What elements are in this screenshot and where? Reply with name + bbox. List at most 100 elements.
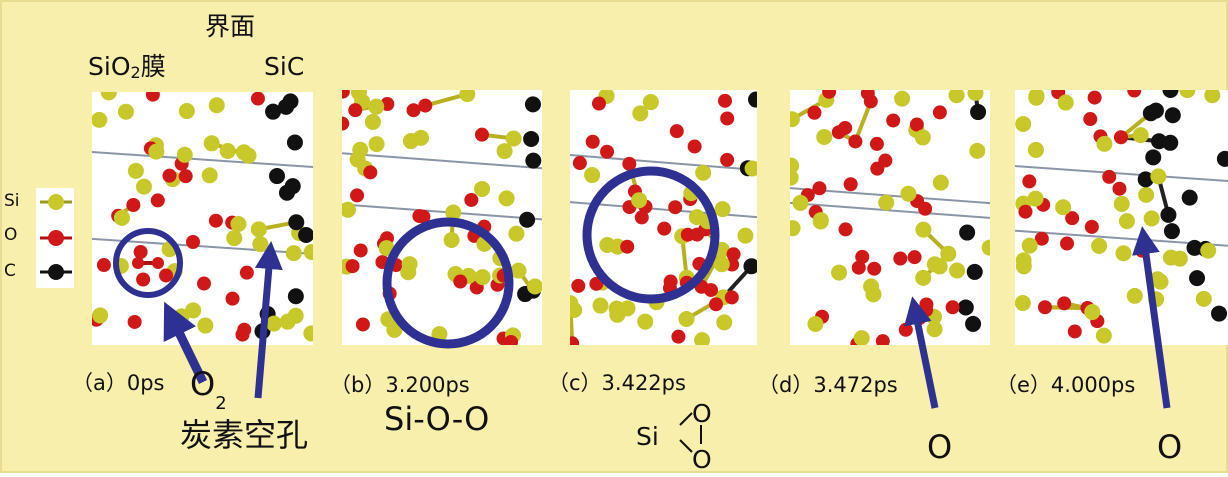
- atom: [949, 263, 965, 279]
- atom: [475, 128, 489, 142]
- atom: [240, 266, 254, 280]
- atom: [927, 321, 943, 337]
- atom: [1162, 135, 1178, 151]
- atom: [631, 192, 647, 208]
- atom: [620, 300, 636, 316]
- atom: [1196, 291, 1212, 307]
- atom: [1172, 251, 1188, 267]
- atom: [1085, 220, 1099, 234]
- atom: [283, 93, 299, 109]
- atom: [407, 103, 421, 117]
- atom: [132, 257, 144, 269]
- atom: [681, 228, 695, 242]
- atom: [908, 250, 922, 264]
- atom: [812, 181, 826, 195]
- atom: [1112, 182, 1126, 196]
- atom: [1153, 274, 1169, 290]
- atom: [592, 298, 608, 314]
- atom: [403, 133, 419, 149]
- atom: [970, 104, 986, 120]
- atom: [287, 134, 303, 150]
- atom: [573, 156, 587, 170]
- snapshots: [90, 82, 1228, 351]
- atom: [695, 165, 711, 181]
- atom: [571, 279, 585, 293]
- atom: [1211, 306, 1227, 322]
- atom: [162, 169, 176, 183]
- atom: [927, 256, 943, 272]
- caption: （c）3.422ps: [548, 371, 686, 395]
- atom: [136, 273, 150, 287]
- o2-main: O: [190, 365, 215, 403]
- atom: [148, 144, 164, 160]
- atom: [474, 269, 490, 285]
- atom: [1084, 304, 1100, 320]
- atom: [592, 97, 606, 111]
- atom: [368, 99, 384, 115]
- atom: [586, 135, 600, 149]
- atom: [915, 129, 931, 145]
- atom: [179, 169, 193, 183]
- atom: [867, 262, 881, 276]
- atom: [1068, 324, 1082, 338]
- atom: [725, 290, 739, 304]
- atom: [1015, 116, 1031, 132]
- caption: （e）4.000ps: [996, 373, 1135, 397]
- legend-si: Si: [4, 191, 20, 211]
- atom: [1145, 149, 1161, 165]
- atom: [177, 147, 193, 163]
- atom: [280, 314, 296, 330]
- atom: [279, 185, 295, 201]
- atom: [266, 316, 282, 332]
- atom: [637, 314, 653, 330]
- atom: [870, 162, 884, 176]
- atom: [1096, 136, 1112, 152]
- atom: [915, 222, 931, 238]
- atom: [464, 193, 478, 207]
- atom: [910, 118, 924, 132]
- atom: [1144, 210, 1160, 226]
- atom: [1119, 213, 1135, 229]
- legend-c-atom: [48, 264, 64, 280]
- atom: [350, 188, 364, 202]
- atom: [969, 143, 985, 159]
- atom: [527, 279, 543, 295]
- atom: [1028, 142, 1044, 158]
- o2-sub: 2: [215, 393, 226, 414]
- sio2-label: SiO2膜: [88, 52, 166, 82]
- atom: [251, 221, 267, 237]
- atom: [220, 143, 236, 159]
- atom: [525, 153, 541, 169]
- atom: [584, 167, 600, 183]
- atom: [855, 250, 869, 264]
- atom: [670, 124, 684, 138]
- atom: [1148, 103, 1164, 119]
- atom: [965, 316, 981, 332]
- atom: [657, 222, 671, 236]
- ring-si: Si: [636, 422, 659, 451]
- atom: [959, 225, 975, 241]
- atom: [1164, 223, 1180, 239]
- atom: [870, 137, 884, 151]
- atom: [97, 258, 111, 272]
- ring-o: O: [692, 399, 712, 428]
- atom: [688, 139, 702, 153]
- atom: [286, 245, 302, 261]
- legend-si-atom: [48, 194, 64, 210]
- atom: [838, 121, 852, 135]
- atom: [365, 114, 381, 130]
- atom: [599, 237, 615, 253]
- atom: [1114, 196, 1130, 212]
- atom: [453, 275, 467, 289]
- atom: [1028, 90, 1044, 106]
- atom: [1138, 187, 1154, 203]
- atom: [678, 311, 694, 327]
- atom: [499, 190, 515, 206]
- caption: （d）3.472ps: [758, 373, 898, 397]
- atom: [356, 317, 370, 331]
- atom: [1200, 243, 1216, 259]
- atom: [252, 236, 268, 252]
- atom: [506, 131, 522, 147]
- atom: [720, 111, 734, 125]
- atom: [1038, 300, 1052, 314]
